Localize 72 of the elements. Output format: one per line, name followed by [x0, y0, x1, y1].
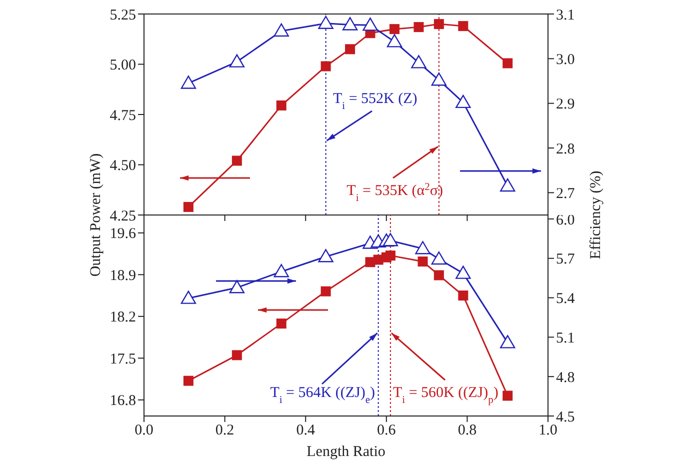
y2-tick-label: 3.1	[556, 7, 575, 24]
y-tick-label: 5.00	[110, 58, 136, 74]
point	[411, 55, 426, 68]
point	[434, 270, 444, 280]
y-tick-label: 19.6	[110, 226, 136, 242]
point	[434, 19, 444, 30]
point	[502, 390, 513, 401]
point	[318, 16, 334, 29]
y2-tick-label: 2.9	[556, 96, 575, 113]
point	[229, 54, 245, 68]
point	[500, 178, 516, 192]
y-tick-label: 4.25	[110, 208, 136, 224]
y-tick-label: 18.2	[110, 310, 136, 326]
x-tick-label: 0.2	[215, 422, 234, 439]
x-tick-label: 0.6	[377, 422, 396, 439]
point	[274, 23, 289, 37]
point	[415, 241, 430, 254]
annotation: T$_{i}$ = 564K ((ZJ)$_{e}$)	[270, 385, 375, 406]
y2-tick-label: 2.7	[556, 186, 576, 202]
point	[320, 286, 331, 296]
y-tick-label: 4.75	[110, 108, 136, 124]
y2-tick-label: 5.7	[556, 252, 576, 268]
point	[318, 249, 334, 262]
point	[385, 250, 396, 261]
y-axis-title: Output Power (mW)	[88, 153, 104, 277]
point	[342, 17, 358, 30]
annotation: T$_{i}$ = 552K (Z)	[333, 91, 418, 112]
point	[276, 318, 286, 329]
point	[502, 58, 513, 68]
point	[458, 290, 468, 301]
point	[274, 264, 289, 278]
point	[431, 251, 447, 265]
point	[382, 233, 398, 246]
point	[183, 202, 194, 212]
y2-tick-label: 4.5	[556, 409, 575, 426]
point	[389, 24, 400, 34]
point	[320, 61, 331, 72]
point	[180, 290, 196, 304]
point	[183, 376, 194, 386]
y2-tick-label: 3.0	[556, 52, 575, 68]
y2-axis-title: Efficiency (%)	[588, 170, 604, 260]
point	[431, 72, 447, 86]
x-tick-label: 0.8	[458, 422, 477, 439]
point	[500, 335, 516, 348]
y2-tick-label: 4.8	[556, 370, 575, 386]
y-tick-label: 18.9	[110, 268, 136, 284]
y-tick-label: 16.8	[110, 393, 136, 410]
x-tick-label: 0.0	[134, 422, 154, 439]
point	[232, 350, 242, 360]
point	[229, 280, 245, 294]
y-tick-label: 4.50	[110, 158, 136, 174]
point	[180, 76, 196, 89]
point	[386, 34, 402, 48]
point	[414, 22, 424, 32]
point	[345, 44, 356, 54]
y2-tick-label: 5.1	[556, 330, 575, 346]
point	[276, 100, 286, 110]
point	[456, 94, 471, 108]
x-tick-label: 0.4	[296, 422, 316, 439]
y2-tick-label: 2.8	[556, 141, 575, 158]
point	[362, 18, 378, 31]
point	[458, 21, 468, 32]
annotation: T$_{i}$ = 560K ((ZJ)$_{p}$)	[393, 385, 498, 406]
x-axis-title: Length Ratio	[306, 444, 386, 460]
y-tick-label: 17.5	[110, 351, 136, 368]
x-tick-label: 1.0	[538, 422, 558, 439]
point	[456, 266, 471, 279]
y-tick-label: 5.25	[110, 7, 136, 24]
annotation: T$_{i}$ = 535K (α$^{2}$σ)	[346, 182, 443, 204]
y2-tick-label: 5.4	[556, 291, 576, 308]
point	[232, 156, 242, 166]
point	[418, 256, 428, 267]
